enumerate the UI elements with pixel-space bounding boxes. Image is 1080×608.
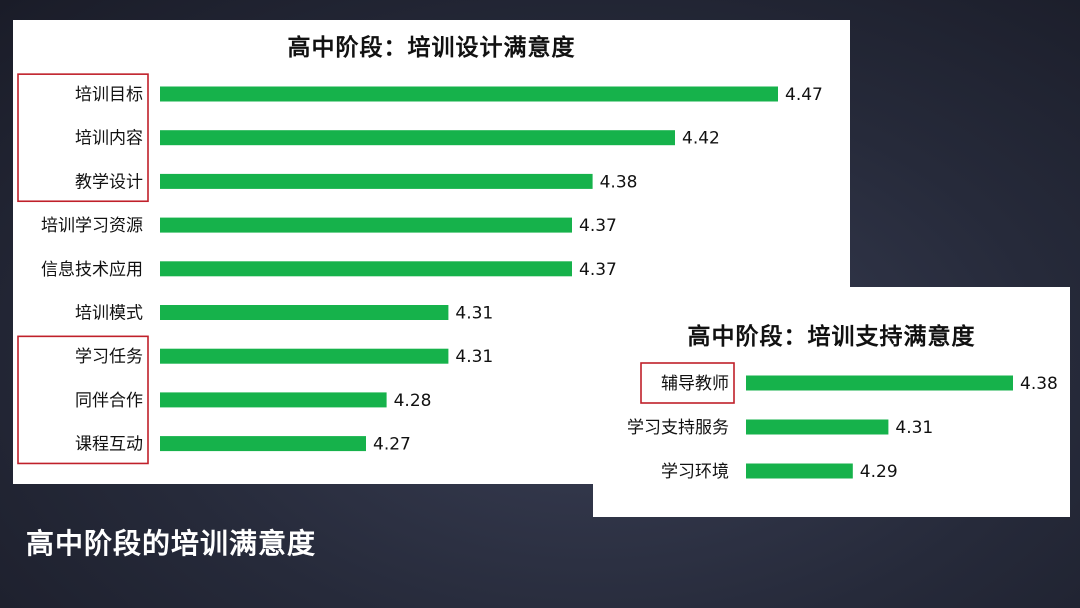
category-label: 课程互动 — [75, 435, 143, 455]
value-label: 4.31 — [455, 304, 493, 324]
support-chart-title: 高中阶段：培训支持满意度 — [687, 324, 976, 350]
page-caption: 高中阶段的培训满意度 — [26, 527, 317, 560]
bar — [160, 130, 675, 146]
category-label: 辅导教师 — [661, 374, 729, 394]
bar — [160, 436, 366, 452]
category-label: 培训内容 — [75, 129, 143, 149]
bar — [160, 305, 449, 320]
value-label: 4.37 — [579, 216, 617, 236]
support-bar-chart: 辅导教师 4.38 学习支持服务 4.31 学习环境 4.29 — [627, 362, 1058, 482]
value-label: 4.47 — [785, 85, 823, 105]
bar — [160, 217, 572, 233]
category-label: 信息技术应用 — [41, 260, 143, 280]
category-label: 培训学习资源 — [41, 216, 143, 236]
bar — [160, 173, 593, 189]
design-chart-title: 高中阶段：培训设计满意度 — [287, 35, 576, 61]
highlight-box — [640, 362, 735, 404]
value-label: 4.38 — [600, 172, 638, 192]
category-label: 培训模式 — [75, 304, 143, 324]
value-label: 4.28 — [394, 391, 432, 411]
bar — [160, 348, 449, 364]
category-label: 学习支持服务 — [627, 418, 729, 438]
value-label: 4.31 — [455, 347, 493, 367]
bar — [160, 86, 778, 102]
value-label: 4.31 — [895, 418, 933, 438]
category-label: 学习环境 — [661, 462, 729, 482]
category-label: 学习任务 — [75, 347, 143, 367]
bar — [160, 392, 387, 408]
category-label: 培训目标 — [75, 85, 143, 105]
category-label: 教学设计 — [75, 172, 143, 192]
highlight-box — [17, 73, 149, 203]
category-label: 同伴合作 — [75, 391, 143, 411]
value-label: 4.37 — [579, 260, 617, 280]
design-satisfaction-panel: 高中阶段：培训设计满意度 培训目标 4.47 培训内容 4.42 教学设计 4.38 培训学… — [13, 20, 850, 484]
design-bar-chart: 培训目标 4.47 培训内容 4.42 教学设计 4.38 培训学习资源 4.37 信息技术应用… — [17, 73, 823, 465]
bar — [746, 419, 889, 435]
value-label: 4.29 — [860, 462, 898, 482]
highlight-box — [17, 335, 149, 465]
bar — [160, 261, 572, 277]
bar — [746, 463, 853, 479]
bar — [746, 375, 1013, 391]
value-label: 4.38 — [1020, 374, 1058, 394]
value-label: 4.27 — [373, 435, 411, 455]
value-label: 4.42 — [682, 129, 720, 149]
support-satisfaction-panel: 高中阶段：培训支持满意度 辅导教师 4.38 学习支持服务 4.31 学习环境 4.29 — [593, 287, 1070, 517]
